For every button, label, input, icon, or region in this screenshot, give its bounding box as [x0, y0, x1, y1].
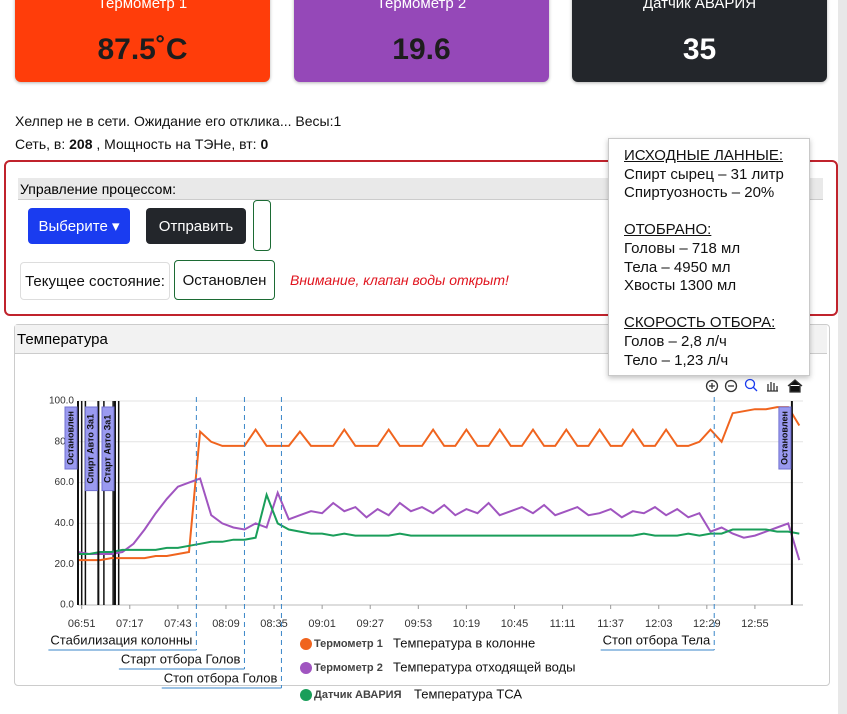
x-tick-label: 07:17	[116, 618, 144, 630]
y-tick-label: 0.0	[60, 600, 74, 611]
card-value: 19.6	[392, 33, 451, 66]
legend-label: Термометр 1	[314, 638, 383, 650]
card-title: Датчик АВАРИЯ	[642, 0, 757, 12]
series-line	[78, 406, 801, 562]
y-tick-label: 60.0	[55, 477, 75, 488]
note-line: Спирт сырец – 31 литр	[624, 165, 784, 183]
warning: Внимание, клапан воды открыт!	[290, 272, 509, 288]
marker-label: Старт Авто За1	[102, 415, 112, 483]
legend-label: Термометр 2	[314, 662, 383, 674]
y-tick-label: 100.0	[49, 396, 74, 407]
scrollbar	[838, 0, 847, 714]
annotation-label: Стоп отбора Тела	[603, 632, 711, 647]
y-tick-label: 40.0	[55, 518, 75, 529]
note-line: Спиртуозность – 20%	[624, 184, 775, 202]
x-tick-label: 09:27	[356, 618, 384, 630]
marker-label: Остановлен	[65, 411, 75, 465]
marker-box	[84, 406, 98, 492]
card-title: Термометр 2	[376, 0, 467, 12]
indicator	[253, 200, 271, 251]
note-heading: СКОРОСТЬ ОТБОРА:	[624, 314, 776, 332]
toolbar[interactable]	[705, 378, 803, 393]
x-tick-label: 10:19	[453, 618, 481, 630]
state-value: Остановлен	[174, 260, 275, 300]
button-text: Выберите	[38, 217, 108, 235]
card: Термометр 2 19.6	[294, 0, 549, 82]
marker-label: Остановлен	[779, 411, 789, 465]
value: 208	[69, 136, 93, 152]
legend-description: Температура ТСА	[414, 686, 522, 701]
note-line: Тела – 4950 мл	[624, 258, 731, 276]
marker-label: Спирт Авто За1	[86, 414, 96, 484]
x-tick-label: 10:45	[501, 618, 529, 630]
annotation-label: Стабилизация колонны	[50, 632, 192, 647]
x-tick-label: 06:51	[68, 618, 96, 630]
y-tick-label: 80.0	[55, 436, 75, 447]
note-heading: ИСХОДНЫЕ ЛАННЫЕ:	[624, 147, 784, 164]
y-tick-label: 20.0	[55, 559, 75, 570]
note-line: Голов – 2,8 л/ч	[624, 332, 727, 350]
legend-description: Температура отходящей воды	[393, 659, 575, 674]
label: Сеть, в:	[15, 136, 66, 152]
x-tick-label: 12:03	[645, 618, 673, 630]
marker-box	[778, 406, 792, 470]
annotation-label: Стоп отбора Голов	[164, 670, 278, 685]
value: 0	[260, 136, 269, 152]
marker-box	[64, 406, 78, 470]
legend-marker	[300, 662, 312, 674]
legend-description: Температура в колонне	[393, 635, 535, 650]
x-tick-label: 09:53	[405, 618, 433, 630]
state-label: Текущее состояние:	[20, 262, 170, 300]
card-title: Термометр 1	[97, 0, 188, 12]
series-line	[77, 477, 801, 561]
x-tick-label: 12:55	[741, 618, 769, 630]
x-tick-label: 12:29	[693, 618, 721, 630]
marker-box	[101, 406, 115, 492]
note-line: Хвосты 1300 мл	[624, 277, 737, 295]
note-line: Головы – 718 мл	[624, 239, 741, 257]
card: Термометр 1 87.5˚C	[15, 0, 270, 82]
select-button[interactable]: Выберите ▾	[28, 208, 130, 244]
annotation-label: Старт отбора Голов	[121, 651, 241, 666]
legend-marker	[300, 689, 312, 701]
x-tick-label: 09:01	[308, 618, 336, 630]
x-tick-label: 11:37	[597, 618, 624, 630]
note-section: ОТОБРАНО: Головы – 718 мл Тела – 4950 мл Хв…	[624, 221, 809, 295]
helper-status: Хелпер не в сети. Ожидание его отклика..…	[15, 113, 342, 129]
card-value: 87.5˚C	[97, 33, 188, 66]
send-button[interactable]: Отправить	[146, 208, 246, 244]
card: Датчик АВАРИЯ 35	[572, 0, 827, 82]
note-heading: ОТОБРАНО:	[624, 221, 712, 239]
x-tick-label: 07:43	[164, 618, 192, 630]
note-section: СКОРОСТЬ ОТБОРА: Голов – 2,8 л/ч Тело – 1,…	[624, 314, 809, 370]
note: ИСХОДНЫЕ ЛАННЫЕ: Спирт сырец – 31 литр Спи…	[608, 138, 810, 376]
card-value: 35	[682, 33, 717, 66]
legend-label: Датчик АВАРИЯ	[314, 689, 402, 701]
legend-marker	[300, 638, 312, 650]
note-line: Тело – 1,23 л/ч	[624, 351, 729, 369]
network-status: Сеть, в: 208 , Мощность на ТЭНе, вт: 0	[15, 136, 268, 152]
x-tick-label: 11:11	[550, 618, 576, 630]
temperature-panel	[14, 324, 830, 686]
process-panel	[4, 160, 838, 316]
x-tick-label: 08:09	[212, 618, 240, 630]
x-tick-label: 08:35	[260, 618, 288, 630]
note-section: ИСХОДНЫЕ ЛАННЫЕ: Спирт сырец – 31 литр Спи…	[624, 147, 809, 203]
label: , Мощность на ТЭНе, вт:	[96, 136, 257, 152]
series-line	[78, 491, 800, 555]
